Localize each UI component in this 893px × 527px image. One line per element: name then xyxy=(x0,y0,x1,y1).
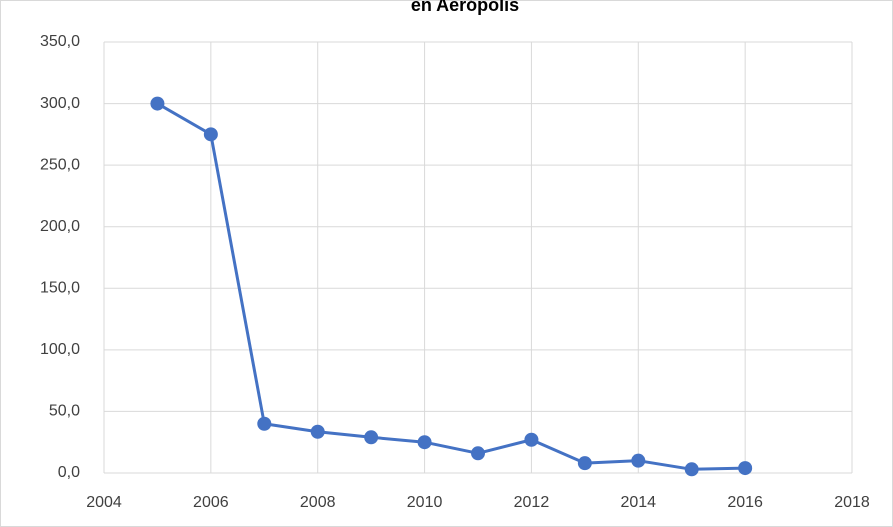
x-tick-label: 2012 xyxy=(514,494,550,511)
x-tick-label: 2016 xyxy=(727,494,763,511)
y-tick-label: 0,0 xyxy=(58,464,80,481)
point xyxy=(631,453,646,468)
x-tick-label: 2004 xyxy=(86,494,122,511)
x-tick-label: 2018 xyxy=(834,494,870,511)
x-tick-label: 2006 xyxy=(193,494,229,511)
point xyxy=(417,435,432,450)
y-tick-label: 50,0 xyxy=(49,403,80,420)
point xyxy=(684,462,699,477)
point xyxy=(738,461,753,476)
x-tick-label: 2014 xyxy=(620,494,656,511)
point xyxy=(364,430,379,445)
x-tick-label: 2008 xyxy=(300,494,336,511)
line xyxy=(156,102,746,471)
y-tick-label: 300,0 xyxy=(40,95,80,112)
y-tick-label: 350,0 xyxy=(40,33,80,50)
point xyxy=(524,432,539,447)
y-tick-label: 200,0 xyxy=(40,218,80,235)
point xyxy=(310,424,325,439)
y-tick-label: 250,0 xyxy=(40,156,80,173)
x-tick-label: 2010 xyxy=(407,494,443,511)
point xyxy=(150,96,165,111)
point xyxy=(257,416,272,431)
y-tick-label: 100,0 xyxy=(40,341,80,358)
point xyxy=(577,456,592,471)
chart-title: en Aerópolis xyxy=(411,0,519,15)
point xyxy=(471,446,485,461)
point xyxy=(203,127,218,142)
y-tick-label: 150,0 xyxy=(40,280,80,297)
